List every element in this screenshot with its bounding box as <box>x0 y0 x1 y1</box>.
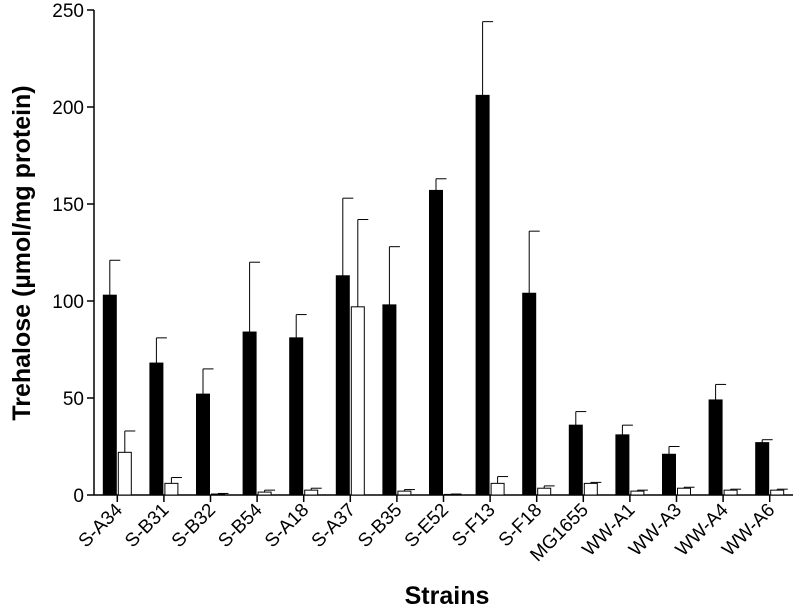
x-tick-label: S-B35 <box>354 500 406 552</box>
x-axis-title: Strains <box>405 582 490 610</box>
bar <box>490 482 505 496</box>
y-tick-label: 0 <box>73 486 84 507</box>
y-tick-label: 150 <box>52 195 84 216</box>
bar <box>662 453 676 496</box>
bar <box>149 362 164 496</box>
bar <box>211 493 225 496</box>
x-tick-label: S-E52 <box>401 500 453 552</box>
x-tick-label: S-B31 <box>121 500 173 552</box>
x-tick-label: S-A37 <box>308 500 360 552</box>
y-tick-label: 250 <box>52 1 84 22</box>
y-tick-label: 100 <box>52 292 84 313</box>
y-tick-label: 200 <box>52 98 84 119</box>
bar <box>164 482 179 496</box>
bar <box>615 434 630 496</box>
bar <box>397 490 412 496</box>
bar <box>770 489 785 496</box>
bar <box>630 490 645 496</box>
bar <box>335 275 350 496</box>
bar <box>429 189 443 496</box>
bar <box>723 489 738 496</box>
x-tick-label: S-A18 <box>261 500 313 552</box>
y-tick-label: 50 <box>63 389 84 410</box>
bar <box>102 294 117 496</box>
bar <box>537 487 552 496</box>
bar <box>677 487 691 496</box>
bar <box>196 393 210 496</box>
bar <box>350 306 365 496</box>
x-tick-label: S-B54 <box>214 499 266 551</box>
x-tick-label: WW-A6 <box>718 500 779 561</box>
plot-area: 0 50 100 150 200 250 S-A34S-B31S-B32S-B54S-A18… <box>52 1 793 566</box>
bar <box>382 304 397 496</box>
x-tick-label: S-F13 <box>448 500 499 551</box>
bar <box>242 331 257 496</box>
x-tick-label: S-B32 <box>168 500 220 552</box>
bar <box>257 491 272 496</box>
bar <box>568 424 583 496</box>
bar <box>708 399 723 496</box>
x-tick-label: S-A34 <box>75 499 127 551</box>
bar <box>522 292 537 496</box>
bar <box>475 94 490 496</box>
bar <box>117 451 132 496</box>
bar <box>583 482 598 496</box>
bar <box>304 489 319 496</box>
y-axis-title: Trehalose (µmol/mg protein) <box>8 85 36 420</box>
bar <box>289 337 304 496</box>
bar <box>755 442 770 496</box>
